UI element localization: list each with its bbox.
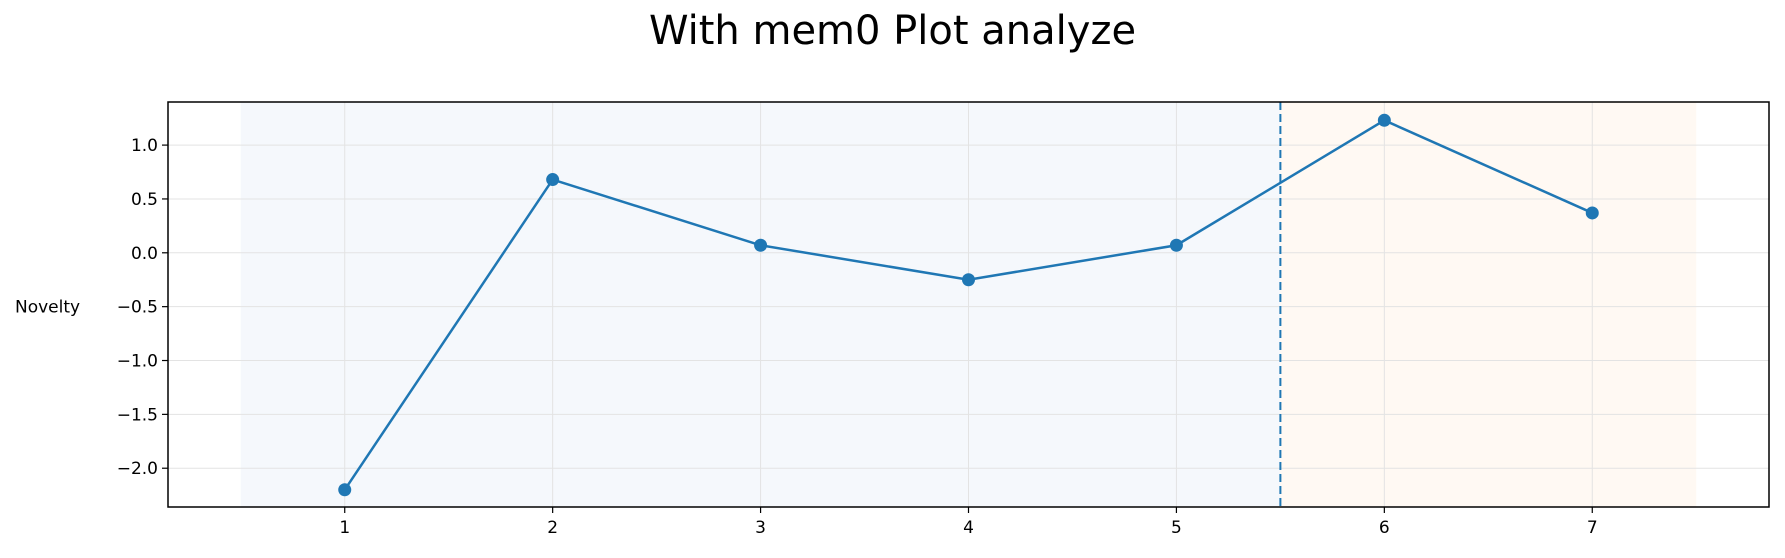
x-tick-label: 5 [1171, 518, 1182, 538]
chart-title: With mem0 Plot analyze [648, 8, 1137, 54]
data-point [754, 238, 768, 252]
data-point [1169, 238, 1183, 252]
y-tick-label: −0.5 [117, 298, 158, 318]
y-tick-label: 0.0 [131, 244, 158, 264]
data-point [1377, 113, 1391, 127]
data-point [1585, 206, 1599, 220]
y-tick-label: 1.0 [131, 136, 158, 156]
shaded-region-2 [1280, 102, 1697, 507]
y-tick-label: 0.5 [131, 190, 158, 210]
y-axis-label: Novelty [15, 298, 80, 318]
data-point [338, 483, 352, 497]
x-tick-label: 3 [755, 518, 766, 538]
x-tick-label: 7 [1587, 518, 1598, 538]
y-tick-label: −1.5 [117, 405, 158, 425]
x-tick-label: 4 [963, 518, 974, 538]
data-point [546, 173, 560, 187]
y-tick-label: −1.0 [117, 352, 158, 372]
data-point [962, 273, 975, 287]
y-tick-label: −2.0 [117, 459, 158, 479]
x-tick-label: 1 [339, 518, 350, 538]
x-tick-label: 6 [1379, 518, 1390, 538]
x-tick-label: 2 [547, 518, 558, 538]
